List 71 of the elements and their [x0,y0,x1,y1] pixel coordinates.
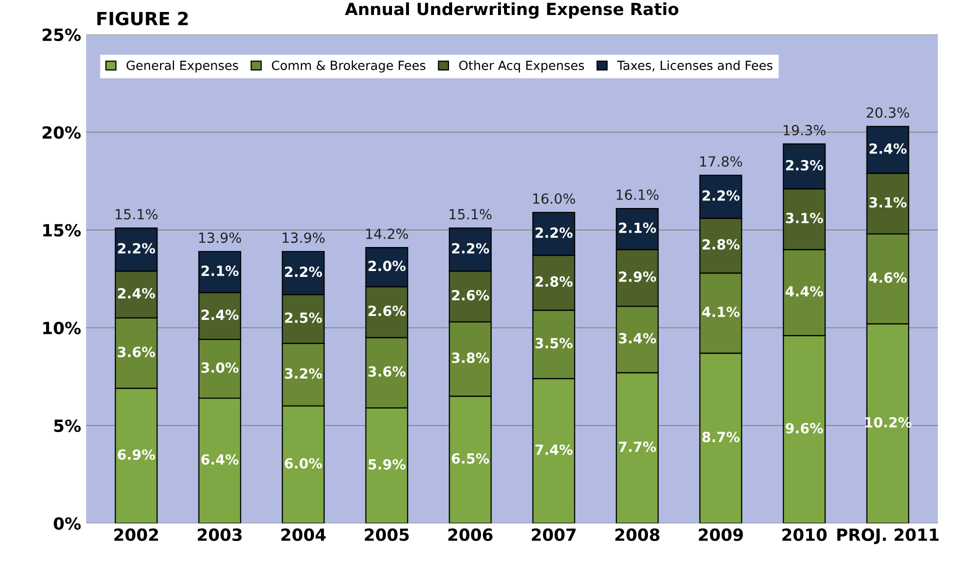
y-tick-label: 10% [43,322,81,334]
data-label: 2.1% [619,222,656,234]
total-label: 15.1% [116,208,158,220]
data-label: 2.4% [202,310,239,320]
data-label: 2.4% [870,143,907,154]
data-label: 3.5% [535,338,573,348]
data-label: 2.8% [702,239,740,250]
x-tick-label: 2005 [364,528,409,542]
x-tick-label: 2006 [448,528,493,542]
x-tick-label: 2003 [198,528,242,542]
data-label: 9.6% [786,422,824,434]
legend-label: Taxes, Licenses and Fees [617,60,772,72]
data-label: 2.2% [452,243,490,254]
data-label: 4.4% [786,286,824,297]
total-label: 16.1% [616,189,659,200]
data-label: 2.3% [786,160,824,170]
y-tick-label: 20% [42,126,81,139]
data-label: 3.4% [618,333,656,344]
data-label: 8.7% [702,432,740,442]
data-label: 3.6% [118,346,156,358]
data-label: 2.9% [619,271,656,282]
data-label: 7.7% [618,442,656,452]
x-tick-label: 2004 [281,528,326,542]
x-tick-label: PROJ. 2011 [837,528,939,544]
x-tick-label: 2007 [532,528,576,542]
data-label: 2.2% [536,227,573,238]
total-label: 19.3% [784,124,826,136]
total-label: 15.1% [450,208,492,220]
data-label: 7.4% [535,444,573,455]
chart-title: Annual Underwriting Expense Ratio [344,2,678,19]
y-tick-label: 0% [54,517,81,530]
x-tick-label: 2010 [782,528,827,542]
y-tick-label: 15% [43,224,81,237]
data-label: 4.6% [869,272,907,283]
legend-label: Other Acq Expenses [459,60,584,73]
data-label: 2.2% [118,243,156,254]
total-label: 14.2% [366,228,408,240]
data-label: 6.5% [452,453,490,464]
x-tick-label: 2009 [698,528,743,542]
data-label: 2.2% [702,190,740,201]
data-label: 6.9% [118,449,156,460]
total-label: 20.3% [866,107,910,118]
y-tick-label: 25% [42,28,81,42]
legend-label: General Expenses [126,60,238,73]
total-label: 13.9% [282,232,325,243]
data-label: 2.1% [202,266,239,276]
data-label: 2.6% [452,290,490,300]
total-label: 16.0% [533,193,576,204]
data-label: 3.1% [786,212,824,224]
data-label: 3.8% [452,352,490,364]
data-label: 2.2% [285,266,322,278]
data-label: 2.0% [368,260,406,272]
data-label: 2.4% [118,288,156,299]
x-tick-label: 2002 [114,528,158,542]
legend-label: Comm & Brokerage Fees [272,60,426,73]
total-label: 17.8% [700,156,742,167]
data-label: 2.5% [285,312,322,323]
x-tick-label: 2008 [615,528,660,542]
data-label: 3.1% [869,197,907,208]
total-label: 13.9% [199,232,242,243]
data-label: 3.2% [284,368,322,379]
caption: FIGURE 2 [97,12,188,26]
y-tick-label: 5% [54,419,81,432]
data-label: 6.0% [284,458,322,469]
data-label: 6.4% [201,454,239,465]
data-label: 2.8% [536,276,573,287]
data-label: 3.6% [368,366,406,377]
data-label: 3.0% [201,362,239,373]
data-label: 4.1% [702,306,740,318]
data-label: 2.6% [368,306,406,316]
data-label: 5.9% [368,459,406,470]
